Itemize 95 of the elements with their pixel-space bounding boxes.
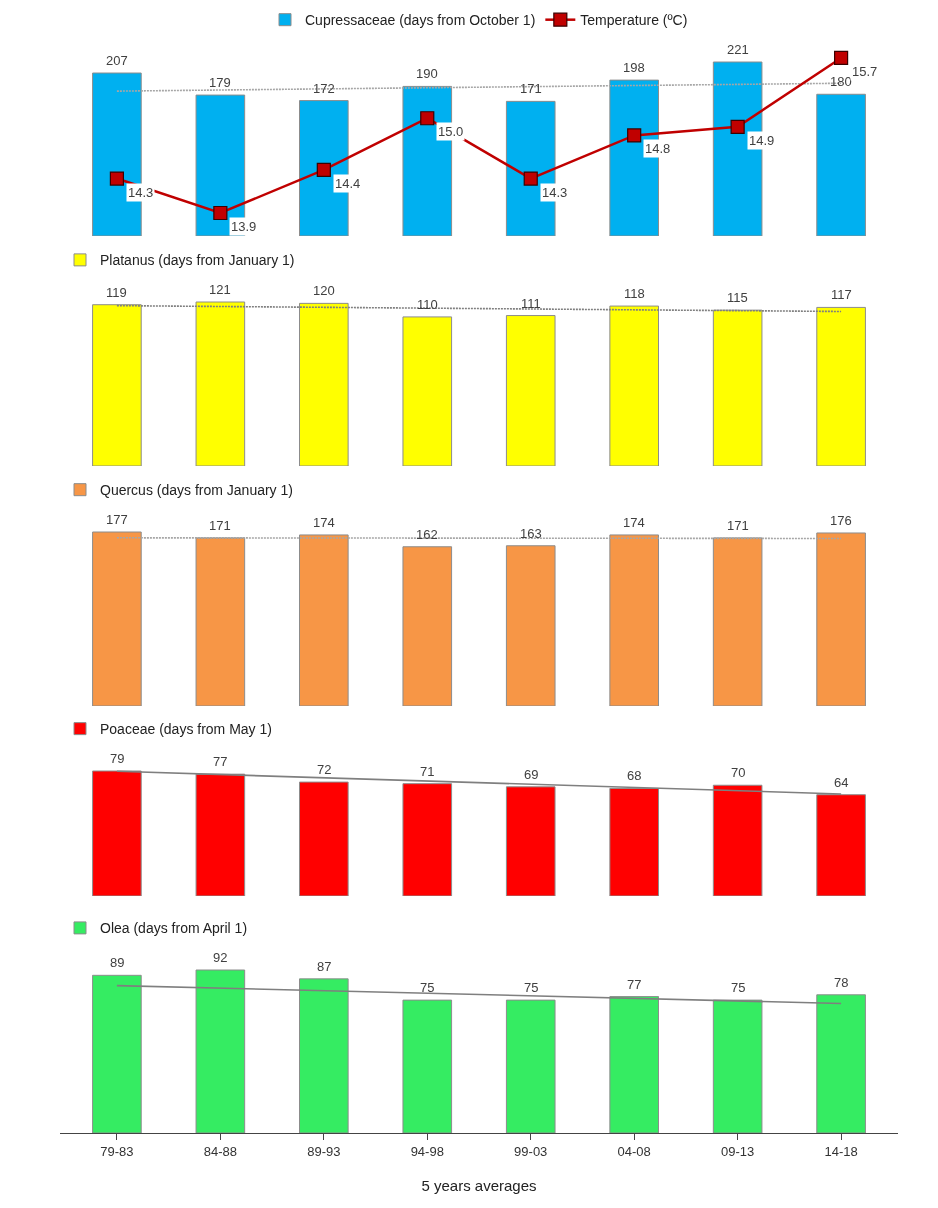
data-label: 171	[727, 518, 749, 533]
x-tick-label: 84-88	[203, 1143, 237, 1159]
data-label: 75	[420, 980, 435, 995]
data-label: 87	[317, 959, 332, 974]
bar	[195, 773, 246, 896]
data-label: 68	[627, 768, 642, 783]
point	[420, 111, 435, 126]
data-label: 121	[209, 282, 231, 297]
data-label: 70	[731, 765, 746, 780]
data-label: 120	[313, 283, 335, 298]
bar	[609, 534, 659, 706]
data-label: 174	[623, 515, 645, 530]
bar	[609, 996, 659, 1133]
x-tick-label: 14-18	[824, 1143, 858, 1159]
data-label: 171	[520, 81, 542, 96]
bar	[816, 532, 866, 706]
data-label: 190	[416, 66, 438, 81]
data-label: 111	[521, 296, 541, 311]
data-label: 176	[830, 513, 852, 528]
point	[523, 171, 538, 186]
point	[213, 205, 228, 221]
data-label: 198	[623, 60, 645, 75]
data-label: 207	[106, 53, 128, 68]
bar	[816, 794, 866, 896]
data-label: 79	[110, 751, 125, 766]
x-tick-label: 94-98	[410, 1143, 444, 1159]
legend-label: Cupressaceae (days from October 1)	[305, 12, 536, 29]
data-label: 118	[624, 286, 645, 301]
point	[109, 171, 124, 186]
legend-label: Poaceae (days from May 1)	[100, 721, 272, 738]
x-tick-label: 99-03	[514, 1143, 548, 1159]
bar	[402, 546, 453, 706]
data-label: 78	[834, 975, 849, 990]
bar	[712, 784, 763, 896]
x-tick-label: 79-83	[100, 1143, 134, 1159]
data-label: 162	[416, 527, 438, 542]
data-label: 15.0	[438, 124, 464, 139]
bar	[92, 770, 142, 896]
bar	[299, 534, 349, 706]
data-label: 179	[209, 75, 231, 90]
bar	[402, 783, 453, 896]
data-label: 75	[524, 980, 539, 995]
data-label: 14.3	[128, 185, 154, 200]
data-label: 115	[727, 290, 748, 305]
legend-label: Olea (days from April 1)	[100, 920, 248, 937]
data-label: 64	[834, 775, 849, 790]
data-label: 71	[420, 764, 435, 779]
point	[627, 128, 642, 143]
data-label: 92	[213, 950, 228, 965]
data-label: 15.7	[852, 64, 878, 79]
bar	[712, 999, 763, 1133]
legend-label: Platanus (days from January 1)	[100, 252, 295, 269]
bar	[505, 999, 556, 1133]
bar	[195, 537, 246, 706]
data-label: 172	[313, 81, 335, 96]
data-label: 14.3	[542, 185, 568, 200]
data-label: 14.4	[335, 176, 361, 191]
data-label: 180	[830, 74, 852, 89]
legend-label: Temperature (ºC)	[580, 12, 688, 29]
data-label: 163	[520, 526, 542, 541]
bar	[712, 537, 763, 706]
legend-label: Quercus (days from January 1)	[100, 482, 293, 499]
bar	[816, 93, 866, 236]
point	[730, 119, 745, 134]
data-label: 89	[110, 955, 125, 970]
data-label: 72	[317, 762, 332, 777]
data-label: 69	[524, 767, 539, 782]
bar	[299, 781, 349, 896]
data-label: 77	[213, 754, 228, 769]
bar	[816, 994, 866, 1133]
x-tick-label: 04-08	[617, 1143, 651, 1159]
x-tick-label: 09-13	[721, 1143, 755, 1159]
data-label: 14.8	[645, 141, 671, 156]
bar	[92, 974, 142, 1133]
data-label: 119	[106, 285, 127, 300]
data-label: 177	[106, 512, 128, 527]
data-label: 75	[731, 980, 746, 995]
bar	[92, 531, 142, 706]
data-label: 14.9	[749, 133, 775, 148]
bar	[195, 969, 246, 1133]
bar	[299, 978, 349, 1133]
bar	[505, 786, 556, 896]
point	[834, 50, 849, 66]
data-label: 221	[727, 42, 749, 57]
x-axis-title: 5 years averages	[421, 1176, 537, 1194]
data-label: 77	[627, 977, 642, 992]
x-tick-label: 89-93	[307, 1143, 341, 1159]
bar	[402, 999, 453, 1133]
data-label: 171	[209, 518, 231, 533]
point	[316, 162, 331, 178]
bar	[505, 545, 556, 706]
data-label: 117	[831, 287, 852, 302]
bar	[609, 787, 659, 896]
data-label: 174	[313, 515, 335, 530]
data-label: 13.9	[231, 219, 257, 234]
